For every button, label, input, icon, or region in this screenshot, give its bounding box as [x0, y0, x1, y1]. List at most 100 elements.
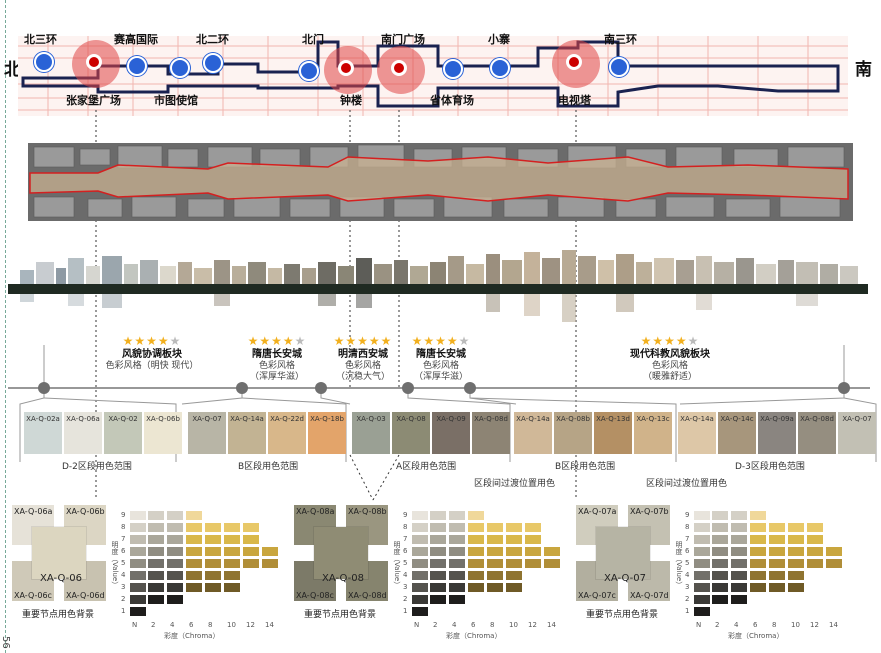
chroma-chip [205, 571, 221, 580]
color-swatch: XA-Q-08d [798, 412, 836, 454]
value-chip [412, 595, 428, 604]
chroma-chip [430, 571, 446, 580]
zone-name: 隋唐长安城 [252, 349, 302, 360]
value-tick: 7 [685, 535, 690, 543]
value-chip [130, 559, 146, 568]
chroma-tick: 4 [170, 621, 175, 629]
chroma-chip [449, 559, 465, 568]
chroma-chip [167, 511, 183, 520]
chroma-chip [788, 559, 804, 568]
color-code-label: XA-Q-07d [630, 591, 669, 600]
chroma-chip [487, 535, 503, 544]
chroma-chip [148, 511, 164, 520]
chroma-chip [506, 523, 522, 532]
node-caption: 重要节点用色背景 [304, 610, 377, 620]
chroma-chip [769, 547, 785, 556]
page-number: 56 [0, 636, 11, 649]
color-code-label: XA-Q-07c [578, 591, 616, 600]
chroma-chip [712, 547, 728, 556]
chroma-chip [186, 535, 202, 544]
value-tick: 5 [403, 559, 408, 567]
chroma-chip [487, 523, 503, 532]
value-tick: 8 [121, 523, 126, 531]
chroma-chip [712, 595, 728, 604]
value-chip [694, 511, 710, 520]
chroma-chip [262, 559, 278, 568]
chroma-chip [468, 511, 484, 520]
chroma-tick: 2 [433, 621, 438, 629]
zone-style: 色彩风格 [422, 361, 459, 371]
station-label: 北门 [302, 33, 324, 46]
chroma-chip [769, 571, 785, 580]
chroma-chip [468, 583, 484, 592]
chroma-chip [525, 523, 541, 532]
chroma-chip [148, 535, 164, 544]
chroma-chip [544, 559, 560, 568]
color-swatch: XA-Q-22d [268, 412, 306, 454]
color-code-label: XA-Q-06c [14, 591, 52, 600]
rating-stars: ★★★★★ [640, 334, 700, 348]
value-tick: 9 [121, 511, 126, 519]
key-node-marker [324, 46, 372, 94]
chroma-chip [544, 547, 560, 556]
chroma-chip [224, 583, 240, 592]
color-swatch: XA-Q-13d [594, 412, 632, 454]
color-swatch: XA-Q-09 [432, 412, 470, 454]
value-tick: 6 [685, 547, 690, 555]
chroma-chip [205, 523, 221, 532]
chroma-chip [449, 511, 465, 520]
chroma-chip [807, 547, 823, 556]
zone-style: 色彩风格 [258, 361, 295, 371]
color-code-label: XA-Q-07a [578, 507, 617, 516]
chroma-chip [468, 523, 484, 532]
chroma-chip [449, 523, 465, 532]
chroma-chip [525, 559, 541, 568]
color-code-label: XA-Q-07 [604, 573, 646, 584]
color-swatch: XA-Q-18b [308, 412, 346, 454]
chroma-chip [769, 523, 785, 532]
value-chip [694, 607, 710, 616]
value-chip [412, 583, 428, 592]
chroma-chip [205, 547, 221, 556]
color-swatch: XA-Q-14c [718, 412, 756, 454]
chroma-chip [731, 559, 747, 568]
color-swatch: XA-Q-13c [634, 412, 672, 454]
color-code-label: XA-Q-06a [14, 507, 53, 516]
zone-style: 色彩风格 [344, 361, 381, 371]
chroma-chip [167, 523, 183, 532]
value-tick: 5 [121, 559, 126, 567]
node-caption: 重要节点用色背景 [22, 610, 95, 620]
chroma-chip [224, 559, 240, 568]
value-chip [130, 571, 146, 580]
aerial-photo [28, 143, 853, 221]
chroma-chip [148, 583, 164, 592]
value-tick: 4 [121, 571, 126, 579]
station-label: 张家堡广场 [66, 94, 121, 107]
chroma-tick: 4 [734, 621, 739, 629]
value-tick: 3 [403, 583, 408, 591]
station-label: 电视塔 [558, 94, 591, 107]
color-swatch: XA-Q-14a [228, 412, 266, 454]
color-code-label: XA-Q-06 [40, 573, 82, 584]
node-caption: 重要节点用色背景 [586, 610, 659, 620]
value-chip [130, 511, 146, 520]
zone-label: ★★★★★ 风貌协调板块 色彩风格（明快 现代） [92, 334, 212, 372]
chroma-chip [148, 559, 164, 568]
rating-stars: ★★★★★ [122, 334, 182, 348]
key-node-marker [72, 40, 120, 88]
chroma-chip [205, 559, 221, 568]
group-caption: B区段用色范围 [555, 462, 616, 472]
color-swatch: XA-Q-09a [758, 412, 796, 454]
chroma-chip [525, 547, 541, 556]
value-chip [412, 547, 428, 556]
chroma-chip [430, 511, 446, 520]
chroma-tick: 8 [772, 621, 777, 629]
chroma-tick: 2 [715, 621, 720, 629]
group-caption: D-2区段用色范围 [62, 462, 132, 472]
chroma-tick: 6 [471, 621, 476, 629]
chroma-chip [506, 547, 522, 556]
chroma-chip [750, 559, 766, 568]
value-axis-label: 明度（Value） [675, 541, 683, 589]
value-chip [694, 535, 710, 544]
